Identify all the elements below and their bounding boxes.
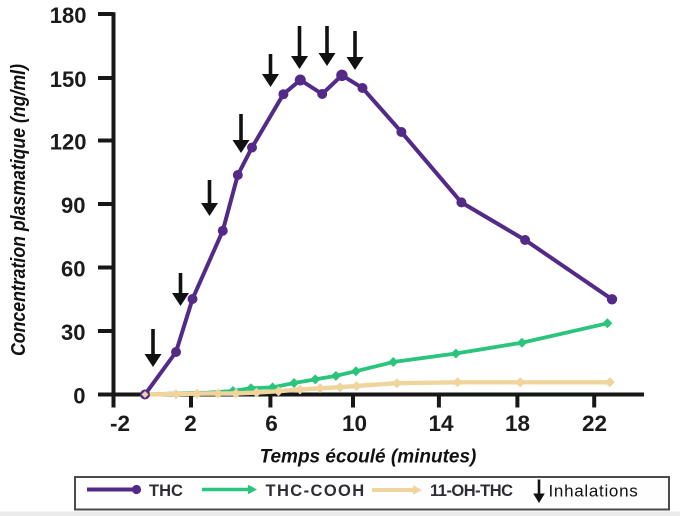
svg-text:180: 180 xyxy=(50,3,87,28)
svg-text:THC-COOH: THC-COOH xyxy=(266,482,366,500)
svg-text:2: 2 xyxy=(184,411,197,436)
svg-text:0: 0 xyxy=(73,384,85,409)
svg-text:Temps écoulé (minutes): Temps écoulé (minutes) xyxy=(260,447,477,468)
svg-text:90: 90 xyxy=(61,193,85,218)
svg-text:18: 18 xyxy=(505,411,530,436)
svg-text:6: 6 xyxy=(265,411,278,436)
svg-text:10: 10 xyxy=(342,411,367,436)
svg-text:11-OH-THC: 11-OH-THC xyxy=(430,482,513,500)
svg-text:150: 150 xyxy=(50,67,87,92)
svg-text:Inhalations: Inhalations xyxy=(549,482,639,501)
svg-text:-2: -2 xyxy=(110,411,130,436)
svg-text:14: 14 xyxy=(428,411,454,436)
svg-text:30: 30 xyxy=(61,320,85,345)
svg-text:120: 120 xyxy=(50,130,87,155)
svg-text:THC: THC xyxy=(149,482,183,500)
svg-text:22: 22 xyxy=(582,411,607,436)
svg-text:Concentration plasmatique (ng/: Concentration plasmatique (ng/ml) xyxy=(8,64,30,356)
svg-text:60: 60 xyxy=(61,257,85,282)
